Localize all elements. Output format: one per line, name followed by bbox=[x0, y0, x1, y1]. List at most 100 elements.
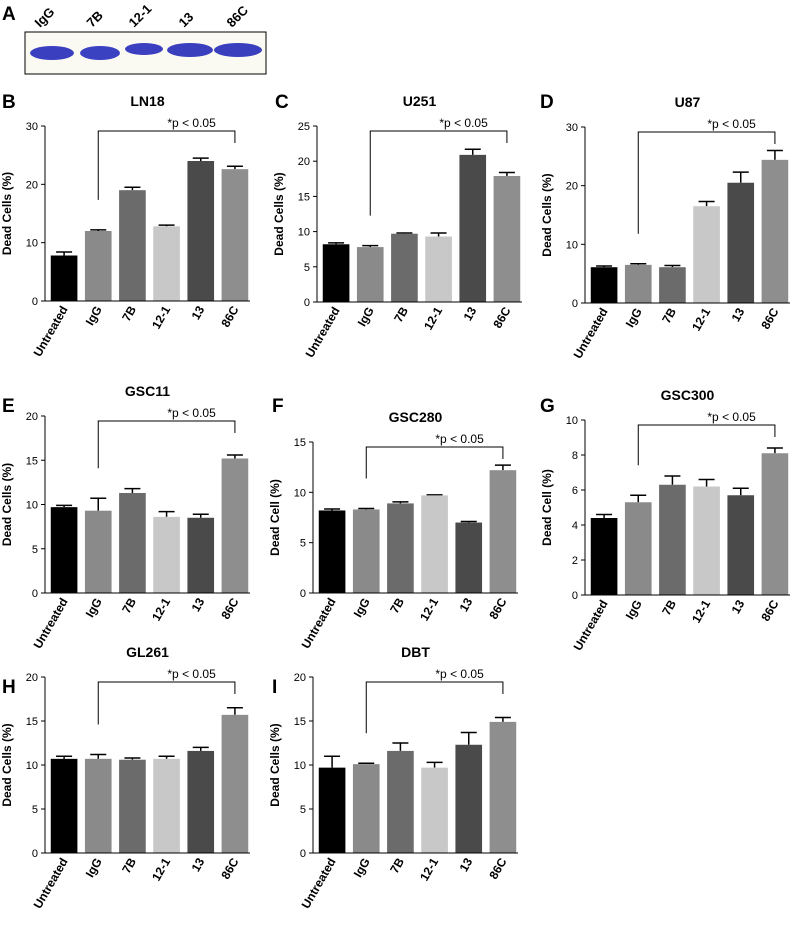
y-tick-label: 2 bbox=[572, 555, 578, 567]
bar bbox=[153, 758, 180, 853]
bar bbox=[590, 267, 618, 303]
x-tick-label: 13 bbox=[189, 303, 208, 322]
chart-title: U251 bbox=[403, 93, 437, 109]
x-tick-label: IgG bbox=[623, 306, 645, 330]
x-tick-label: 12-1 bbox=[417, 855, 441, 883]
bar bbox=[387, 750, 414, 853]
y-tick-label: 10 bbox=[566, 415, 578, 427]
chart-title: GSC11 bbox=[125, 383, 170, 399]
lane-label: 12-1 bbox=[126, 1, 155, 30]
y-tick-label: 10 bbox=[566, 239, 578, 251]
bar bbox=[318, 767, 346, 853]
y-tick-label: 10 bbox=[298, 227, 310, 239]
x-tick-label: 86C bbox=[218, 303, 241, 329]
x-tick-label: 13 bbox=[461, 304, 480, 323]
x-tick-label: IgG bbox=[83, 596, 105, 620]
bar bbox=[387, 503, 414, 593]
x-tick-label: 13 bbox=[189, 595, 208, 614]
y-axis-label: Dead Cells (%) bbox=[0, 463, 14, 546]
bar bbox=[421, 767, 448, 853]
x-tick-label: 13 bbox=[729, 305, 748, 324]
y-tick-label: 10 bbox=[26, 238, 38, 250]
y-tick-label: 20 bbox=[566, 181, 578, 193]
x-tick-label: Untreated bbox=[571, 598, 611, 654]
x-tick-label: 86C bbox=[218, 855, 241, 881]
bar bbox=[119, 190, 146, 301]
x-tick-label: 7B bbox=[119, 595, 139, 616]
bar bbox=[50, 255, 78, 301]
x-tick-label: Untreated bbox=[303, 305, 343, 361]
x-tick-label: 7B bbox=[391, 304, 411, 325]
bar bbox=[455, 522, 483, 593]
panel-letter: C bbox=[275, 92, 289, 113]
bar bbox=[624, 502, 652, 595]
bar bbox=[421, 495, 448, 593]
x-tick-label: 7B bbox=[387, 595, 407, 616]
y-tick-label: 8 bbox=[572, 450, 578, 462]
x-tick-label: IgG bbox=[83, 856, 105, 880]
y-tick-label: 6 bbox=[572, 485, 578, 497]
chart-title: U87 bbox=[675, 94, 701, 110]
x-tick-label: 13 bbox=[729, 597, 748, 616]
bar bbox=[727, 182, 755, 303]
bar bbox=[187, 750, 215, 853]
y-axis-label: Dead Cells (%) bbox=[0, 723, 14, 806]
y-tick-label: 10 bbox=[26, 500, 38, 512]
x-tick-label: IgG bbox=[351, 856, 373, 880]
significance-bracket bbox=[637, 424, 776, 466]
significance-bracket bbox=[369, 130, 508, 216]
annotation: *p < 0.05 bbox=[707, 410, 756, 424]
bar bbox=[50, 507, 78, 593]
x-tick-label: 86C bbox=[218, 595, 241, 621]
significance-bracket bbox=[365, 446, 504, 479]
significance-bracket bbox=[637, 131, 776, 234]
bar bbox=[493, 175, 521, 302]
lane-label: 86C bbox=[224, 2, 252, 30]
annotation: *p < 0.05 bbox=[167, 116, 216, 130]
lane-label: 13 bbox=[176, 9, 197, 30]
x-tick-label: 86C bbox=[758, 305, 781, 331]
x-tick-label: 7B bbox=[119, 303, 139, 324]
y-tick-label: 10 bbox=[26, 760, 38, 772]
bar bbox=[659, 267, 686, 303]
bar bbox=[153, 226, 180, 301]
panel-letter: I bbox=[272, 677, 277, 698]
x-tick-label: 12-1 bbox=[689, 597, 713, 625]
x-tick-label: IgG bbox=[83, 304, 105, 328]
x-tick-label: 13 bbox=[189, 855, 208, 874]
bar bbox=[489, 721, 517, 853]
x-tick-label: 7B bbox=[387, 855, 407, 876]
x-tick-label: 7B bbox=[659, 305, 679, 326]
y-tick-label: 15 bbox=[294, 716, 306, 728]
y-tick-label: 5 bbox=[304, 262, 310, 274]
bar bbox=[187, 161, 215, 301]
bar bbox=[221, 458, 249, 593]
bar bbox=[727, 495, 755, 595]
chart-title: LN18 bbox=[130, 93, 164, 109]
y-tick-label: 10 bbox=[294, 760, 306, 772]
x-tick-label: Untreated bbox=[31, 856, 71, 912]
bar bbox=[459, 154, 487, 302]
y-tick-label: 0 bbox=[32, 588, 38, 600]
x-tick-label: Untreated bbox=[31, 596, 71, 652]
significance-bracket bbox=[97, 681, 236, 725]
y-tick-label: 0 bbox=[32, 848, 38, 860]
bar bbox=[624, 264, 652, 303]
x-tick-label: 12-1 bbox=[417, 595, 441, 623]
annotation: *p < 0.05 bbox=[435, 432, 484, 446]
bar bbox=[455, 744, 483, 853]
y-axis-label: Dead Cells (%) bbox=[272, 172, 286, 255]
chart-title: GSC280 bbox=[389, 409, 443, 425]
y-tick-label: 0 bbox=[572, 298, 578, 310]
panel-letter: F bbox=[272, 396, 284, 417]
significance-bracket bbox=[365, 681, 504, 734]
gel-bands bbox=[30, 43, 262, 60]
chart-title: DBT bbox=[401, 644, 430, 660]
x-tick-label: 86C bbox=[486, 595, 509, 621]
chart-title: GSC300 bbox=[661, 387, 715, 403]
y-tick-label: 15 bbox=[294, 437, 306, 449]
x-tick-label: Untreated bbox=[299, 596, 339, 652]
y-axis-label: Dead Cell (%) bbox=[540, 469, 554, 546]
x-tick-label: 86C bbox=[758, 597, 781, 623]
y-tick-label: 20 bbox=[26, 179, 38, 191]
